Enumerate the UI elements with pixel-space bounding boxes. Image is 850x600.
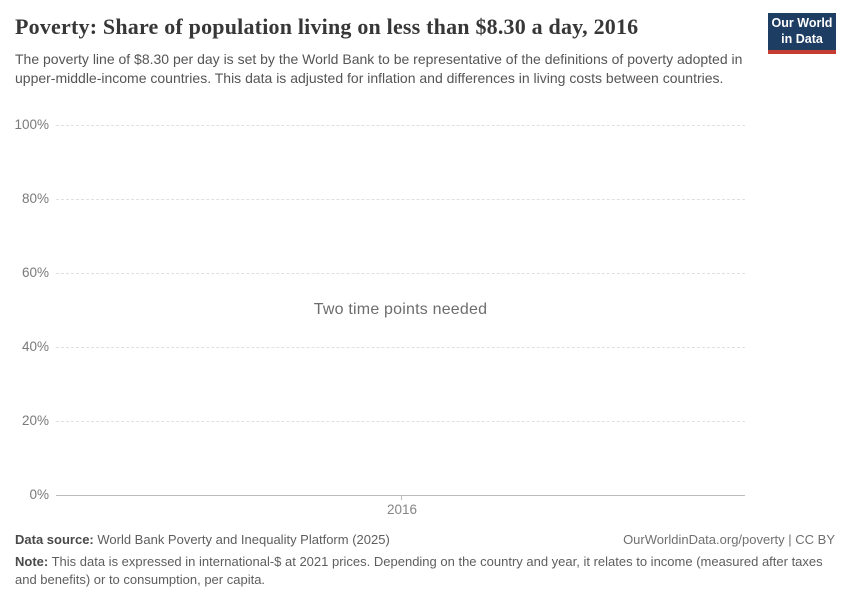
x-axis-tick-mark (401, 495, 402, 500)
y-tick-label: 100% (14, 117, 49, 133)
data-source: Data source: World Bank Poverty and Ineq… (15, 532, 390, 547)
y-gridline (56, 125, 745, 126)
owid-logo-line2: in Data (781, 31, 823, 46)
footer-note: Note: This data is expressed in internat… (15, 553, 827, 588)
y-gridline (56, 273, 745, 274)
owid-logo[interactable]: Our World in Data (768, 13, 836, 55)
footer-source-row: Data source: World Bank Poverty and Ineq… (15, 532, 835, 547)
data-source-value: World Bank Poverty and Inequality Platfo… (93, 532, 390, 547)
x-axis-line (56, 495, 745, 496)
owid-logo-line1: Our World (771, 16, 833, 30)
y-tick-label: 0% (29, 487, 49, 503)
no-data-message: Two time points needed (313, 301, 488, 318)
note-label: Note: (15, 554, 49, 569)
note-value: This data is expressed in international-… (15, 554, 823, 587)
data-source-label: Data source: (15, 532, 94, 547)
y-gridline (56, 199, 745, 200)
page-title: Poverty: Share of population living on l… (15, 14, 639, 39)
y-tick-label: 20% (21, 413, 49, 429)
y-tick-label: 40% (21, 339, 49, 355)
y-gridline (56, 347, 745, 348)
y-gridline (56, 421, 745, 422)
credit-link[interactable]: OurWorldinData.org/poverty | CC BY (623, 532, 835, 547)
x-tick-label: 2016 (386, 502, 418, 517)
y-tick-label: 80% (21, 191, 49, 207)
y-tick-label: 60% (21, 265, 49, 281)
chart-subtitle: The poverty line of $8.30 per day is set… (15, 51, 743, 86)
